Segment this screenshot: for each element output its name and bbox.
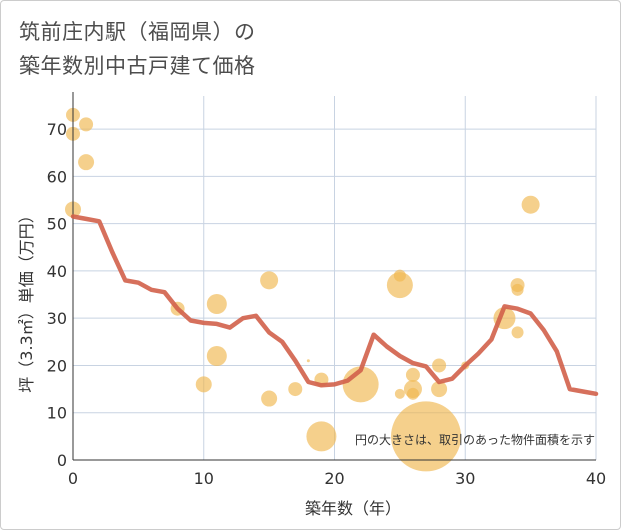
y-tick-label: 10 [47, 404, 67, 423]
data-bubble [391, 401, 462, 472]
average-price-line [70, 214, 599, 397]
data-bubble [521, 195, 540, 214]
data-bubble [431, 381, 448, 398]
chart-title-line1: 筑前庄内駅（福岡県）の [19, 20, 256, 44]
data-bubble [406, 387, 419, 400]
data-bubble [394, 388, 405, 399]
data-bubble [79, 117, 94, 132]
data-bubble [511, 283, 524, 296]
chart-title: 筑前庄内駅（福岡県）の 築年数別中古戸建て価格 [19, 15, 256, 83]
data-bubble [306, 359, 310, 363]
data-bubble [386, 272, 413, 299]
data-bubble [78, 154, 95, 171]
data-bubble [511, 326, 524, 339]
data-bubble [306, 421, 337, 452]
data-bubble [206, 346, 227, 366]
y-tick-label: 20 [47, 356, 67, 375]
data-bubble [288, 382, 303, 397]
x-tick-label: 0 [68, 469, 78, 488]
y-tick-label: 0 [57, 451, 67, 470]
x-tick-label: 30 [455, 469, 475, 488]
axes [72, 92, 596, 461]
data-bubble [405, 367, 420, 382]
x-axis-label: 築年数（年） [305, 499, 401, 518]
y-tick-label: 70 [47, 120, 67, 139]
y-tick-label: 30 [47, 309, 67, 328]
data-bubble [195, 376, 212, 393]
data-bubble [260, 271, 279, 290]
y-tick-label: 50 [47, 215, 67, 234]
y-tick-label: 40 [47, 262, 67, 281]
x-tick-label: 20 [324, 469, 344, 488]
x-tick-label: 10 [194, 469, 214, 488]
grid-lines [73, 96, 597, 460]
y-tick-label: 60 [47, 167, 67, 186]
x-tick-label: 40 [586, 469, 606, 488]
data-bubble [206, 294, 227, 314]
data-bubble [432, 358, 447, 373]
y-axis-label: 坪（3.3㎡）単価（万円） [17, 207, 36, 392]
tick-labels: 0 10 20 30 40 50 60 70 0 10 20 30 40 [47, 120, 607, 488]
data-bubble [261, 390, 278, 407]
bubble-series [65, 107, 540, 472]
average-line-series [70, 214, 599, 397]
bubble-size-note: 円の大きさは、取引のあった物件面積を示す [355, 432, 595, 447]
chart-title-line2: 築年数別中古戸建て価格 [19, 54, 256, 78]
